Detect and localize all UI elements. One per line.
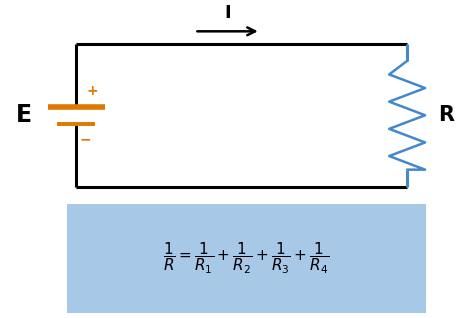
Text: $\dfrac{1}{R}=\dfrac{1}{R_1}+\dfrac{1}{R_2}+\dfrac{1}{R_3}+\dfrac{1}{R_4}$: $\dfrac{1}{R}=\dfrac{1}{R_1}+\dfrac{1}{R…: [163, 240, 330, 276]
Text: +: +: [86, 84, 98, 98]
FancyBboxPatch shape: [67, 204, 426, 313]
Text: I: I: [224, 4, 231, 22]
Text: R: R: [438, 105, 454, 125]
Text: −: −: [80, 133, 91, 147]
Text: E: E: [16, 103, 32, 127]
